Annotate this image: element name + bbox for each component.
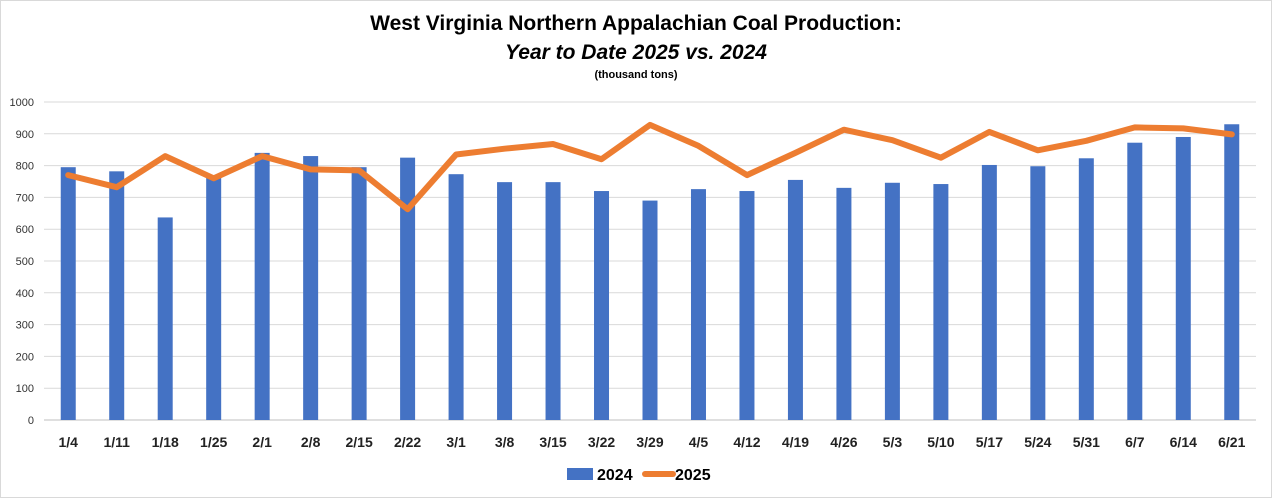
bar-2024 <box>545 182 561 420</box>
bar-2024 <box>60 167 76 420</box>
x-tick-label: 5/17 <box>976 434 1003 450</box>
bar-2024 <box>594 191 610 420</box>
line-2025 <box>65 121 1235 213</box>
x-tick-label: 3/1 <box>446 434 466 450</box>
x-tick-label: 3/29 <box>636 434 663 450</box>
y-tick-label: 1000 <box>10 97 34 109</box>
y-tick-label: 0 <box>28 415 34 427</box>
x-tick-label: 6/7 <box>1125 434 1145 450</box>
bar-2024 <box>1175 136 1191 421</box>
x-tick-label: 5/24 <box>1024 434 1051 450</box>
chart-title: West Virginia Northern Appalachian Coal … <box>370 12 902 35</box>
legend-label-2025: 2025 <box>675 467 711 484</box>
bar-2024 <box>1078 158 1094 420</box>
y-tick-label: 100 <box>16 383 34 395</box>
y-tick-label: 200 <box>16 351 34 363</box>
x-tick-label: 5/10 <box>927 434 954 450</box>
bar-2024 <box>1030 166 1046 420</box>
bar-series-2024 <box>60 124 1240 421</box>
bar-2024 <box>836 187 852 420</box>
x-tick-label: 1/18 <box>152 434 179 450</box>
x-tick-label: 4/5 <box>689 434 709 450</box>
chart-subtitle: Year to Date 2025 vs. 2024 <box>505 41 767 64</box>
x-tick-label: 2/22 <box>394 434 421 450</box>
x-tick-label: 2/8 <box>301 434 321 450</box>
bar-2024 <box>400 157 416 420</box>
bar-2024 <box>787 179 803 420</box>
x-tick-label: 3/15 <box>539 434 566 450</box>
x-tick-label: 5/31 <box>1073 434 1100 450</box>
y-tick-label: 800 <box>16 161 34 173</box>
bar-2024 <box>157 217 173 420</box>
x-tick-label: 3/22 <box>588 434 615 450</box>
bar-2024 <box>1127 142 1143 421</box>
bar-2024 <box>254 152 270 420</box>
x-tick-label: 3/8 <box>495 434 515 450</box>
y-tick-label: 300 <box>16 320 34 332</box>
x-tick-label: 4/19 <box>782 434 809 450</box>
legend-swatch-2024 <box>567 468 593 480</box>
bar-2024 <box>933 184 949 420</box>
x-tick-label: 2/1 <box>252 434 272 450</box>
bar-2024 <box>981 164 997 420</box>
x-tick-label: 4/26 <box>830 434 857 450</box>
x-tick-label: 1/25 <box>200 434 227 450</box>
bar-2024 <box>1224 124 1240 420</box>
bar-2024 <box>739 191 755 420</box>
y-tick-label: 900 <box>16 129 34 141</box>
bar-2024 <box>448 174 464 420</box>
x-tick-label: 2/15 <box>345 434 372 450</box>
x-tick-label: 1/4 <box>59 434 79 450</box>
bar-2024 <box>497 182 513 420</box>
title-block: West Virginia Northern Appalachian Coal … <box>1 9 1271 83</box>
bar-2024 <box>351 167 367 420</box>
y-tick-label: 600 <box>16 224 34 236</box>
bar-2024 <box>109 171 125 420</box>
legend-label-2024: 2024 <box>597 467 633 484</box>
y-tick-label: 400 <box>16 288 34 300</box>
bar-2024 <box>303 156 319 420</box>
bar-2024 <box>642 200 658 420</box>
y-tick-label: 700 <box>16 192 34 204</box>
legend: 2024 2025 <box>567 467 711 484</box>
x-tick-label: 6/14 <box>1170 434 1197 450</box>
unit-note: (thousand tons) <box>594 69 678 81</box>
x-tick-label: 1/11 <box>103 434 130 450</box>
x-tick-label: 6/21 <box>1218 434 1245 450</box>
bar-2024 <box>690 189 706 420</box>
y-axis-ticks: 0 100 200 300 400 500 600 700 800 900 1000 <box>10 97 34 427</box>
x-axis-ticks: 1/4 1/11 1/18 1/25 2/1 2/8 2/15 2/22 3/1 3/8 3/15 3… <box>59 434 1246 450</box>
bar-2024 <box>884 182 900 420</box>
line-series-2025 <box>65 121 1235 213</box>
x-tick-label: 5/3 <box>883 434 903 450</box>
y-tick-label: 500 <box>16 256 34 268</box>
x-tick-label: 4/12 <box>733 434 760 450</box>
bar-2024 <box>206 175 222 420</box>
